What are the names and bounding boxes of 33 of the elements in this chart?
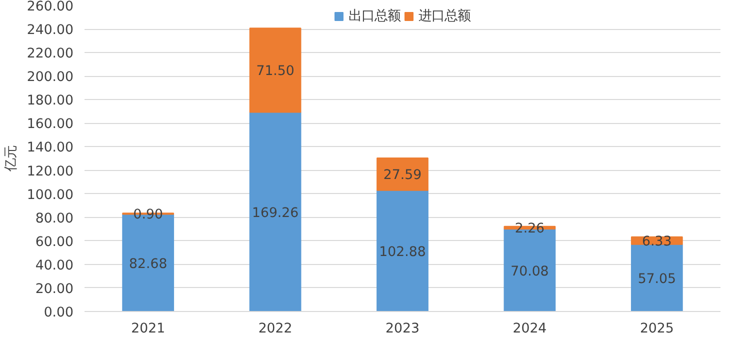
data-label: 169.26 xyxy=(252,206,299,221)
y-tick-label: 200.00 xyxy=(26,70,74,86)
bar xyxy=(376,190,428,312)
x-tick-label: 2024 xyxy=(512,322,547,336)
x-tick-label: 2021 xyxy=(131,322,166,336)
x-tick-label: 2023 xyxy=(386,322,420,336)
y-tick-label: 0.00 xyxy=(44,306,74,320)
legend-label: 出口总额 xyxy=(348,8,400,25)
legend-label: 进口总额 xyxy=(418,8,470,25)
y-axis-title: 亿元 xyxy=(4,146,19,172)
y-tick-label: 160.00 xyxy=(26,117,74,132)
data-label: 57.05 xyxy=(638,272,676,287)
y-tick-label: 80.00 xyxy=(35,211,74,226)
y-tick-label: 220.00 xyxy=(26,46,74,62)
y-tick-label: 140.00 xyxy=(26,140,74,156)
x-tick-label: 2025 xyxy=(640,322,674,336)
y-tick-label: 120.00 xyxy=(26,164,74,180)
y-tick-label: 40.00 xyxy=(35,258,74,274)
data-label: 27.59 xyxy=(383,168,422,184)
y-tick-label: 60.00 xyxy=(35,234,74,250)
bar xyxy=(376,157,428,191)
y-tick-label: 180.00 xyxy=(26,94,74,109)
data-label: 70.08 xyxy=(510,264,549,280)
bar xyxy=(249,112,302,312)
data-label: 71.50 xyxy=(256,64,294,80)
y-tick-label: 100.00 xyxy=(26,188,74,203)
y-tick-label: 240.00 xyxy=(26,23,74,38)
y-tick-label: 20.00 xyxy=(35,282,74,297)
data-label: 102.88 xyxy=(379,244,426,260)
data-label: 82.68 xyxy=(129,256,168,272)
x-tick-label: 2022 xyxy=(258,322,292,336)
bar xyxy=(249,28,302,113)
y-tick-label: 260.00 xyxy=(26,0,74,14)
